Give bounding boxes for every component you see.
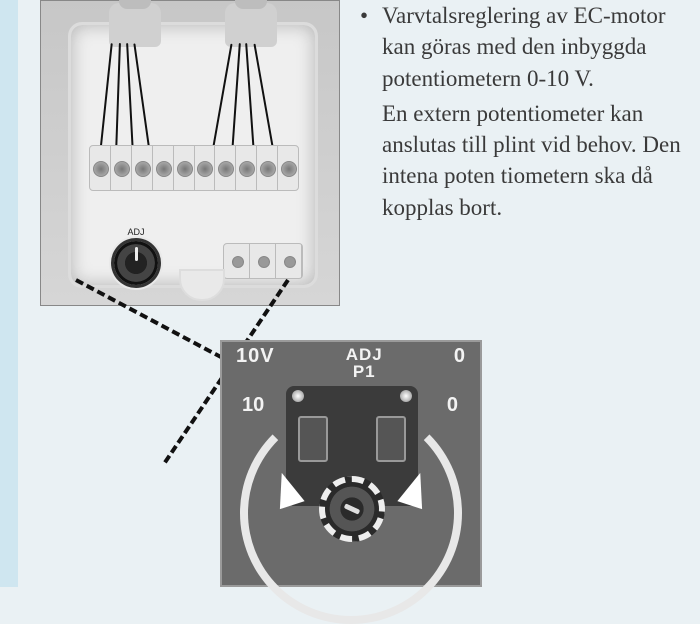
dial-label-10v: 10V [236, 346, 275, 380]
cable-gland-left [109, 3, 161, 47]
dial-knob [319, 476, 385, 542]
dial-label-0: 0 [454, 346, 466, 380]
photo-dial-closeup: 10V ADJ P1 0 10 0 [220, 340, 482, 587]
photo-junction-box: ADJ [40, 0, 340, 306]
dial-screw-tl [292, 390, 304, 402]
box-bottom-cutout [179, 269, 225, 301]
bullet-glyph: • [360, 0, 382, 94]
left-margin-band [0, 0, 18, 587]
cable-gland-right [225, 3, 277, 47]
terminal-block-aux [223, 243, 303, 279]
dial-label-adj: ADJ P1 [346, 346, 383, 380]
terminal-block-main [89, 145, 299, 191]
dial-ring-label-0: 0 [447, 394, 458, 417]
bullet-row: • Varvtalsreglering av EC-motor kan göra… [360, 0, 690, 94]
dial-top-labels: 10V ADJ P1 0 [220, 346, 482, 380]
potentiometer-small: ADJ [105, 229, 167, 291]
junction-box-body: ADJ [68, 22, 318, 288]
text-block: • Varvtalsreglering av EC-motor kan göra… [360, 0, 690, 223]
potentiometer-small-dial [114, 241, 158, 285]
dial-label-adj-2: P1 [353, 362, 376, 381]
potentiometer-small-label: ADJ [105, 227, 167, 237]
bullet-text: Varvtalsreglering av EC-motor kan göras … [382, 0, 690, 94]
wires [101, 43, 291, 153]
dial-screw-tr [400, 390, 412, 402]
page: ADJ 10V ADJ P1 0 10 0 [0, 0, 700, 587]
dial-ring-label-10: 10 [242, 394, 264, 417]
continuation-text: En extern potentiometer kan anslutas til… [360, 98, 690, 223]
